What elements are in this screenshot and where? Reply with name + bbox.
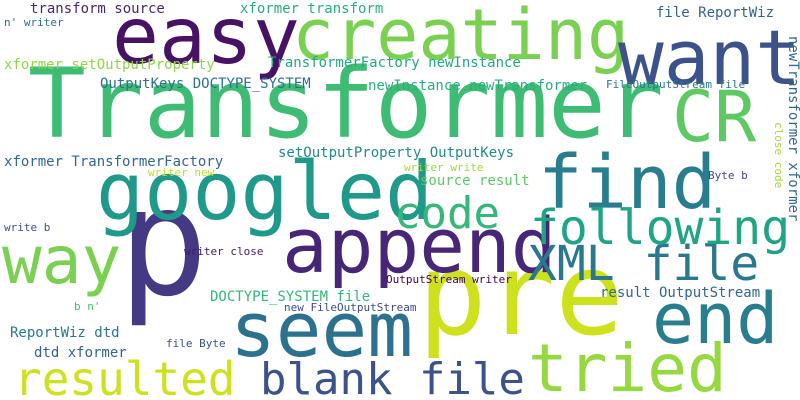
- word-transformer: Transformer: [28, 48, 664, 160]
- word-doctype-system-file: DOCTYPE_SYSTEM file: [210, 289, 371, 305]
- word-p: p: [118, 156, 209, 330]
- word-outputstream-writer: OutputStream writer: [386, 273, 512, 286]
- word-transform-source: transform source: [30, 1, 165, 17]
- word-xformer-transformerfactory: xformer TransformerFactory: [4, 154, 224, 170]
- word-writer-close: writer close: [184, 245, 264, 258]
- word-file-byte: file Byte: [166, 337, 226, 350]
- word-blank-file: blank file: [260, 354, 525, 400]
- word-transformerfactory-newinstance: TransformerFactory newInstance: [268, 55, 521, 71]
- word-want: want: [618, 13, 800, 102]
- word-pre: pre: [418, 228, 624, 361]
- word-reportwiz-dtd: ReportWiz dtd: [10, 325, 120, 341]
- word-append: append: [282, 201, 557, 290]
- word-tried: tried: [528, 330, 727, 400]
- word-find: find: [538, 140, 717, 226]
- word-end: end: [652, 278, 779, 360]
- word-outputkeys-doctype-system: OutputKeys DOCTYPE_SYSTEM: [100, 76, 311, 92]
- word-fileoutputstream-file: FileOutputStream file: [606, 78, 746, 91]
- word-easy: easy: [112, 0, 300, 82]
- word-source-result: source result: [420, 173, 530, 189]
- word-xml-file: XML file: [528, 236, 760, 292]
- word-way: way: [2, 222, 122, 299]
- word-result-outputstream: result OutputStream: [600, 285, 761, 301]
- word-close-code: close code: [772, 122, 785, 189]
- word-new-fileoutputstream: new FileOutputStream: [284, 301, 417, 314]
- word-resulted: resulted: [14, 352, 236, 400]
- word-n-writer: n' writer: [4, 16, 64, 29]
- word-googled: googled: [96, 145, 434, 238]
- word-newinstance-newtransformer: newInstance newTransformer: [368, 78, 588, 94]
- word-following: following: [530, 200, 791, 256]
- word-writer-write: writer write: [404, 161, 484, 174]
- word-b-n: b n': [74, 300, 101, 313]
- word-write-b: write b: [4, 221, 51, 234]
- word-writer-new: writer new: [148, 166, 215, 179]
- word-xformer-setoutputproperty: xformer setOutputProperty: [4, 57, 215, 73]
- word-cr: CR: [672, 76, 757, 158]
- word-creating: creating: [292, 0, 630, 76]
- word-newtransformer-xformer: newTransformer xformer: [785, 36, 800, 222]
- word-setoutputproperty-outputkeys: setOutputProperty OutputKeys: [278, 145, 515, 161]
- word-xformer-transform: xformer transform: [240, 1, 384, 17]
- word-code: code: [394, 188, 500, 239]
- word-byte-b: Byte b: [708, 169, 748, 182]
- word-file-reportwiz: file ReportWiz: [656, 5, 775, 21]
- word-seem: seem: [230, 285, 414, 374]
- word-dtd-xformer: dtd xformer: [34, 345, 127, 361]
